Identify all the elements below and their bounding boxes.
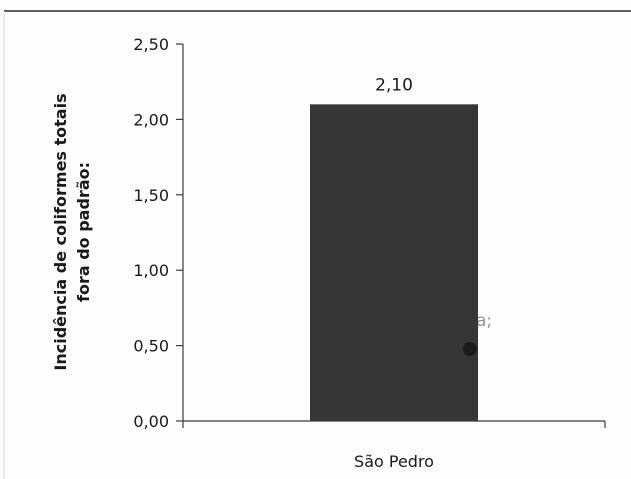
y-tick-label: 2,00: [133, 110, 169, 129]
bar: [310, 104, 478, 421]
y-tick-label: 1,50: [133, 186, 169, 205]
y-axis-title-line-1: Incidência de coliformes totais: [51, 93, 70, 370]
y-axis-ticks: 0,00 0,50 1,00 1,50 2,00 2,50: [133, 35, 183, 431]
y-tick-label: 1,00: [133, 261, 169, 280]
bars-group: [310, 104, 478, 421]
category-label: São Pedro: [354, 452, 434, 471]
ghost-data-label: a;: [476, 311, 492, 331]
category-labels: São Pedro: [354, 452, 434, 471]
ghost-data-marker: [463, 342, 477, 356]
bar-value-label: 2,10: [375, 75, 413, 95]
y-tick-label: 2,50: [133, 35, 169, 54]
y-tick-label: 0,50: [133, 337, 169, 356]
y-axis-title-line-2: fora do padrão:: [74, 162, 93, 302]
bar-value-labels: 2,10: [375, 75, 413, 95]
y-tick-label: 0,00: [133, 412, 169, 431]
y-axis-title: Incidência de coliformes totais fora do …: [51, 93, 93, 370]
